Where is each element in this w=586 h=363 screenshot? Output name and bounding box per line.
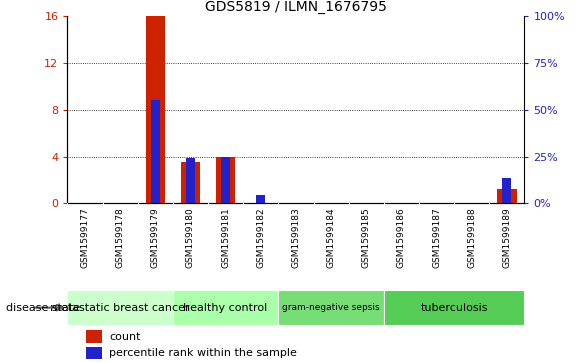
Text: gram-negative sepsis: gram-negative sepsis bbox=[282, 303, 380, 312]
Bar bbox=[503, 178, 511, 203]
Text: GSM1599178: GSM1599178 bbox=[115, 208, 125, 268]
Bar bbox=[497, 189, 517, 203]
Bar bbox=[278, 290, 384, 325]
Text: GSM1599186: GSM1599186 bbox=[397, 208, 406, 268]
Text: GSM1599188: GSM1599188 bbox=[467, 208, 476, 268]
Text: GSM1599177: GSM1599177 bbox=[80, 208, 90, 268]
Bar bbox=[186, 158, 195, 203]
Text: GSM1599184: GSM1599184 bbox=[326, 208, 336, 268]
Text: GSM1599181: GSM1599181 bbox=[221, 208, 230, 268]
Bar bbox=[146, 16, 165, 203]
Text: disease state: disease state bbox=[6, 303, 80, 313]
Text: GSM1599185: GSM1599185 bbox=[362, 208, 371, 268]
Bar bbox=[222, 158, 230, 203]
Text: metastatic breast cancer: metastatic breast cancer bbox=[50, 303, 190, 313]
Text: GSM1599180: GSM1599180 bbox=[186, 208, 195, 268]
Bar bbox=[257, 195, 265, 203]
Bar bbox=[86, 347, 102, 359]
Text: GSM1599183: GSM1599183 bbox=[291, 208, 301, 268]
Bar bbox=[67, 290, 173, 325]
Text: GSM1599187: GSM1599187 bbox=[432, 208, 441, 268]
Text: count: count bbox=[109, 332, 141, 342]
Bar bbox=[173, 290, 278, 325]
Title: GDS5819 / ILMN_1676795: GDS5819 / ILMN_1676795 bbox=[205, 0, 387, 14]
Text: tuberculosis: tuberculosis bbox=[420, 303, 488, 313]
Text: healthy control: healthy control bbox=[183, 303, 268, 313]
Bar bbox=[86, 330, 102, 343]
Text: GSM1599179: GSM1599179 bbox=[151, 208, 160, 268]
Bar bbox=[180, 162, 200, 203]
Text: GSM1599182: GSM1599182 bbox=[256, 208, 265, 268]
Text: GSM1599189: GSM1599189 bbox=[502, 208, 512, 268]
Text: percentile rank within the sample: percentile rank within the sample bbox=[109, 348, 297, 358]
Bar bbox=[384, 290, 524, 325]
Bar bbox=[151, 101, 159, 203]
Bar bbox=[216, 156, 236, 203]
